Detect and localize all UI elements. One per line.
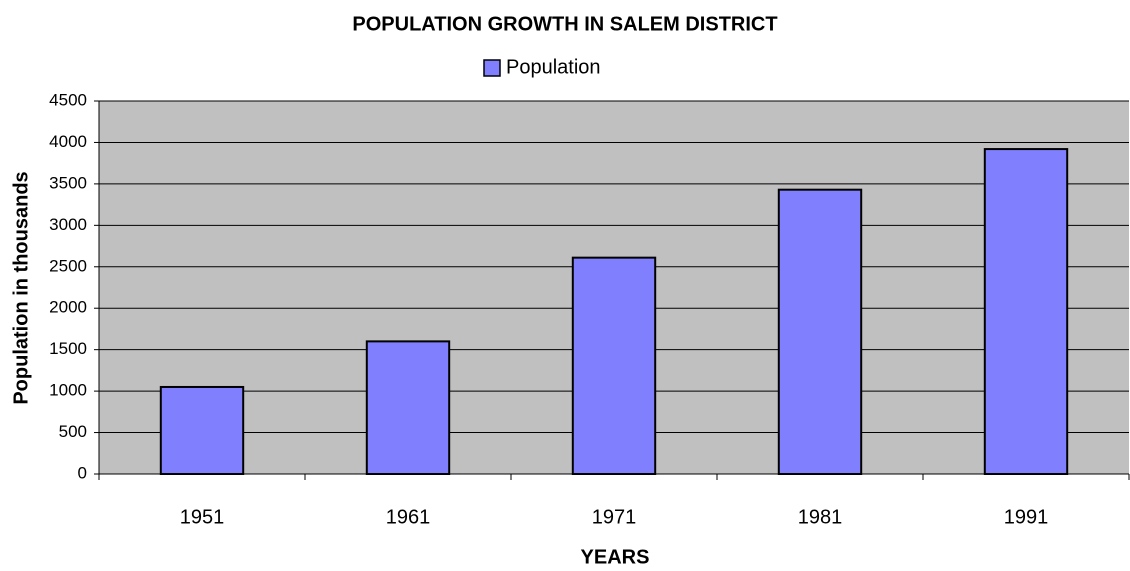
y-tick-label: 3000 [49,215,87,234]
legend-swatch [483,59,501,77]
y-tick-label: 1500 [49,339,87,358]
x-tick-label: 1991 [1004,506,1049,528]
bar [365,340,451,475]
x-tick-label: 1971 [592,506,637,528]
x-tick-label: 1951 [180,506,225,528]
y-tick-label: 2500 [49,256,87,275]
y-tick-label: 1000 [49,381,87,400]
y-tick-label: 4500 [49,90,87,109]
y-axis-label: Population in thousands [10,171,32,404]
legend-label: Population [506,56,601,78]
bar [571,256,657,475]
x-tick-label: 1961 [386,506,431,528]
chart-title: POPULATION GROWTH IN SALEM DISTRICT [352,13,777,35]
x-tick-label: 1981 [798,506,843,528]
legend: Population [483,56,601,78]
y-tick-label: 4000 [49,132,87,151]
bar [777,188,863,476]
x-axis-label: YEARS [581,546,650,568]
y-tick-label: 500 [59,422,87,441]
bar [983,148,1069,475]
y-tick-label: 0 [78,463,87,482]
y-tick-label: 2000 [49,298,87,317]
y-tick-label: 3500 [49,173,87,192]
bar [159,385,245,476]
